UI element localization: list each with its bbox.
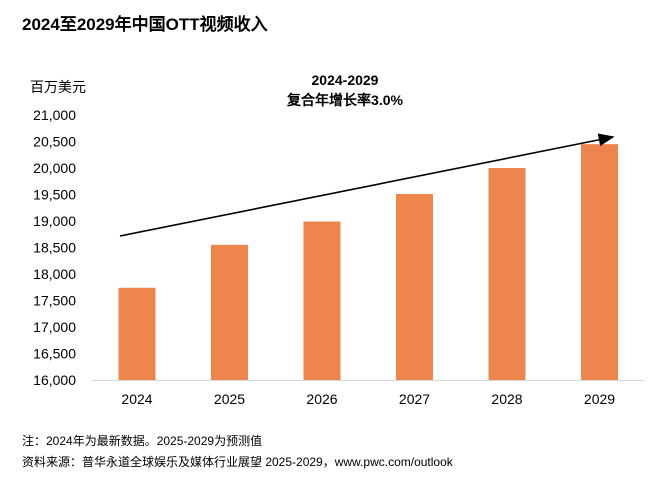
x-tick-label: 2026 (306, 391, 337, 407)
y-tick-label: 16,000 (33, 372, 76, 388)
bar-2029 (581, 144, 618, 380)
trend-arrow (119, 133, 615, 237)
y-tick-label: 21,000 (33, 107, 76, 123)
x-tick-label: 2025 (214, 391, 245, 407)
y-tick-label: 16,500 (33, 346, 76, 362)
y-axis-unit-label: 百万美元 (30, 79, 86, 95)
y-tick-label: 18,500 (33, 240, 76, 256)
chart-title: 2024至2029年中国OTT视频收入 (22, 15, 268, 34)
footnote-source: 资料来源：普华永道全球娱乐及媒体行业展望 2025-2029，www.pwc.c… (22, 455, 453, 469)
bar-2026 (303, 221, 341, 380)
y-tick-label: 20,500 (33, 134, 76, 150)
y-tick-label: 17,000 (33, 319, 76, 335)
cagr-annotation-years: 2024-2029 (312, 72, 379, 88)
cagr-annotation-rate: 复合年增长率3.0% (286, 92, 403, 108)
bar-2025 (211, 244, 248, 380)
y-tick-label: 19,500 (33, 187, 76, 203)
y-tick-label: 18,000 (33, 266, 76, 282)
x-tick-label: 2028 (491, 391, 522, 407)
bar-2028 (488, 168, 526, 380)
y-tick-label: 17,500 (33, 293, 76, 309)
y-tick-label: 19,000 (33, 213, 76, 229)
y-tick-label: 20,000 (33, 160, 76, 176)
footnote-note: 注：2024年为最新数据。2025-2029为预测值 (22, 434, 263, 448)
x-tick-label: 2029 (584, 391, 615, 407)
x-tick-label: 2024 (121, 391, 152, 407)
bar-2027 (396, 193, 433, 380)
bar-2024 (118, 287, 156, 380)
x-tick-label: 2027 (399, 391, 430, 407)
